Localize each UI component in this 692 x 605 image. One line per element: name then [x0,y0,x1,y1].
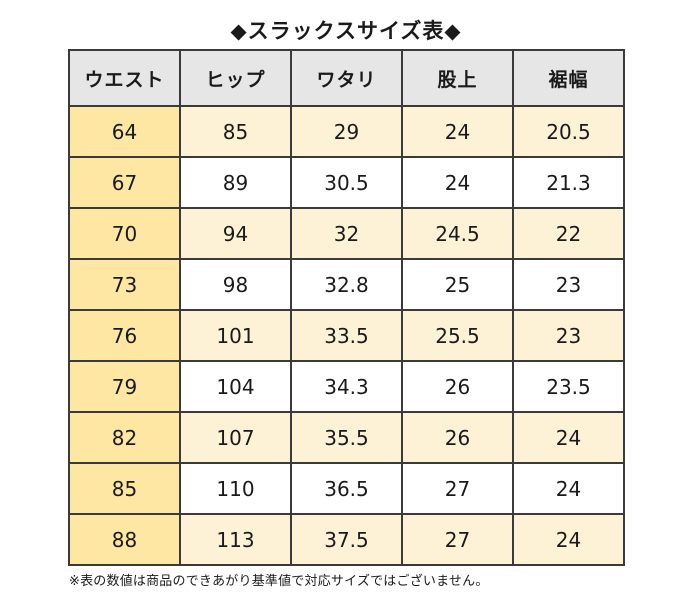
cell-thigh: 36.5 [290,462,403,515]
page-title: ◆スラックスサイズ表◆ [230,19,462,43]
table-row: 67 89 30.5 24 21.3 [68,156,625,209]
cell-thigh: 35.5 [290,411,403,464]
table-row: 70 94 32 24.5 22 [68,207,625,260]
cell-rise: 24 [401,105,514,158]
cell-hem-width: 21.3 [512,156,625,209]
table-row: 82 107 35.5 26 24 [68,411,625,464]
cell-hip: 101 [179,309,292,362]
cell-waist: 88 [68,513,181,566]
cell-hem-width: 23 [512,258,625,311]
cell-hem-width: 20.5 [512,105,625,158]
cell-hip: 89 [179,156,292,209]
cell-rise: 27 [401,513,514,566]
cell-thigh: 32 [290,207,403,260]
cell-hem-width: 24 [512,411,625,464]
cell-thigh: 29 [290,105,403,158]
cell-waist: 79 [68,360,181,413]
cell-thigh: 33.5 [290,309,403,362]
cell-rise: 26 [401,411,514,464]
cell-hem-width: 24 [512,462,625,515]
cell-waist: 64 [68,105,181,158]
size-table: ウエスト ヒップ ワタリ 股上 裾幅 64 85 29 24 20.5 67 8… [68,49,625,566]
cell-thigh: 37.5 [290,513,403,566]
cell-thigh: 32.8 [290,258,403,311]
cell-hip: 85 [179,105,292,158]
cell-rise: 26 [401,360,514,413]
cell-rise: 25 [401,258,514,311]
footnote: ※表の数値は商品のできあがり基準値で対応サイズではございません。 [69,574,489,589]
cell-hip: 94 [179,207,292,260]
header-waist: ウエスト [68,49,181,107]
cell-rise: 24 [401,156,514,209]
cell-waist: 82 [68,411,181,464]
cell-waist: 70 [68,207,181,260]
cell-waist: 76 [68,309,181,362]
cell-waist: 85 [68,462,181,515]
cell-hip: 110 [179,462,292,515]
cell-hip: 107 [179,411,292,464]
header-row: ウエスト ヒップ ワタリ 股上 裾幅 [68,49,625,107]
cell-hem-width: 22 [512,207,625,260]
header-hip: ヒップ [179,49,292,107]
cell-hem-width: 23.5 [512,360,625,413]
table-row: 88 113 37.5 27 24 [68,513,625,566]
cell-hem-width: 24 [512,513,625,566]
table-row: 73 98 32.8 25 23 [68,258,625,311]
cell-rise: 25.5 [401,309,514,362]
header-thigh: ワタリ [290,49,403,107]
cell-hip: 113 [179,513,292,566]
cell-waist: 67 [68,156,181,209]
cell-thigh: 34.3 [290,360,403,413]
cell-hem-width: 23 [512,309,625,362]
cell-waist: 73 [68,258,181,311]
cell-rise: 27 [401,462,514,515]
cell-hip: 98 [179,258,292,311]
cell-rise: 24.5 [401,207,514,260]
table-row: 79 104 34.3 26 23.5 [68,360,625,413]
header-hem-width: 裾幅 [512,49,625,107]
table-row: 64 85 29 24 20.5 [68,105,625,158]
table-row: 85 110 36.5 27 24 [68,462,625,515]
header-rise: 股上 [401,49,514,107]
cell-hip: 104 [179,360,292,413]
cell-thigh: 30.5 [290,156,403,209]
table-row: 76 101 33.5 25.5 23 [68,309,625,362]
